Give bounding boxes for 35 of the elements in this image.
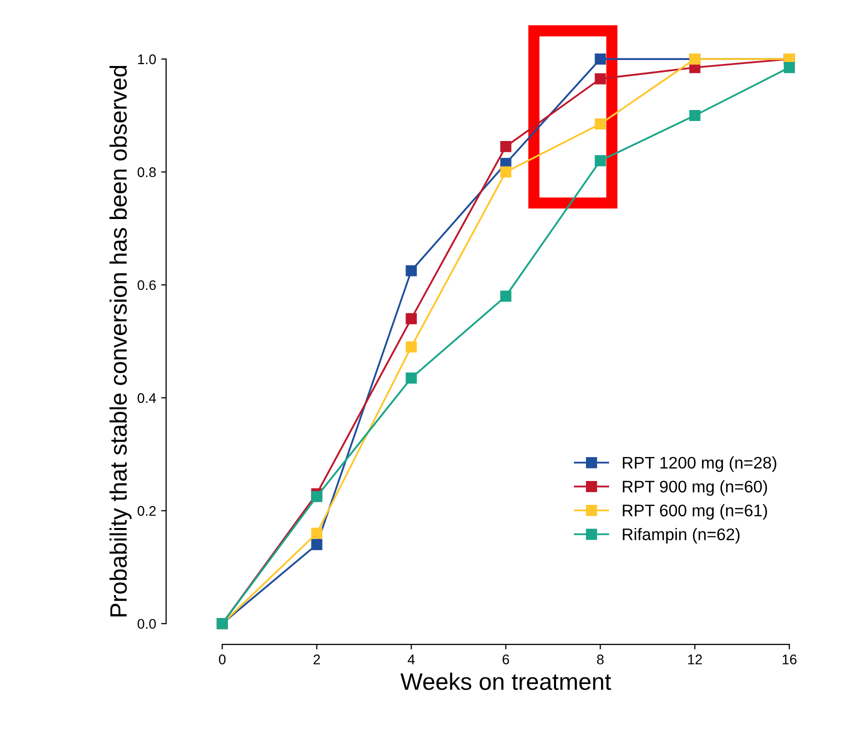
point (784, 62, 795, 74)
y-tick-label: 0.2 (138, 506, 156, 516)
legend-label: RPT 1200 mg (n=28) (622, 456, 776, 472)
x-tick-label: 0 (218, 654, 226, 664)
y-tick-label: 0.6 (138, 280, 156, 290)
point (311, 539, 322, 550)
x-axis-title: Weeks on treatment (400, 672, 612, 690)
x-tick-label: 6 (502, 654, 510, 664)
point (406, 341, 417, 353)
point (406, 313, 417, 324)
point (594, 53, 606, 65)
point (406, 265, 417, 276)
point (689, 110, 700, 122)
x-tick-label: 4 (408, 654, 415, 664)
point (500, 166, 512, 178)
point (594, 73, 606, 84)
point (311, 491, 322, 502)
point (311, 528, 322, 539)
y-tick-label: 1.0 (138, 54, 156, 64)
legend-label: RPT 900 mg (n=60) (622, 480, 768, 496)
point (500, 140, 512, 152)
legend-label: Rifampin (n=62) (622, 528, 740, 544)
x-tick-label: 12 (688, 654, 702, 664)
x-tick-label: 2 (314, 654, 320, 664)
y-tick-label: 0.8 (138, 167, 156, 178)
y-tick-label: 0.0 (138, 618, 156, 629)
y-axis-title: Probability that stable conversion has been observed (110, 66, 132, 616)
legend-label: RPT 600 mg (n=61) (622, 504, 768, 520)
point (406, 372, 417, 384)
point (594, 118, 606, 130)
x-tick-label: 16 (782, 654, 796, 664)
point (594, 155, 606, 166)
x-tick-label: 8 (597, 654, 604, 664)
y-tick-label: 0.4 (138, 393, 156, 403)
point (500, 290, 512, 302)
